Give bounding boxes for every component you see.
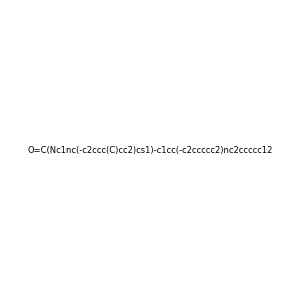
Text: O=C(Nc1nc(-c2ccc(C)cc2)cs1)-c1cc(-c2ccccc2)nc2ccccc12: O=C(Nc1nc(-c2ccc(C)cc2)cs1)-c1cc(-c2cccc… [27,146,273,154]
